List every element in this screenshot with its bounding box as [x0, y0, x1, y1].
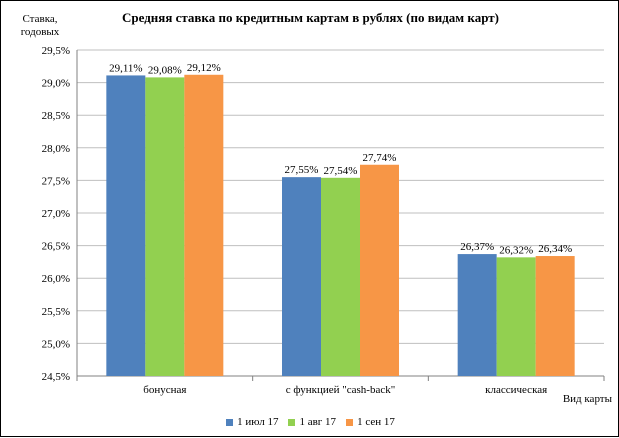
- data-label: 26,37%: [460, 241, 494, 253]
- x-axis-label: Вид карты: [562, 393, 612, 405]
- legend-swatch: [346, 418, 354, 426]
- data-label: 26,32%: [499, 244, 533, 256]
- y-tick-label: 27,0%: [42, 208, 70, 220]
- x-tick-label: классическая: [485, 384, 547, 396]
- chart-title: Средняя ставка по кредитным картам в руб…: [122, 10, 499, 25]
- legend-label: 1 июл 17: [237, 416, 279, 428]
- y-tick-label: 26,0%: [42, 273, 70, 285]
- y-tick-label: 28,0%: [42, 143, 70, 155]
- bar: [321, 177, 360, 376]
- bar: [184, 74, 224, 376]
- bar: [496, 257, 536, 376]
- bar: [457, 254, 497, 376]
- legend-item: 1 авг 17: [288, 416, 336, 428]
- x-tick-label: бонусная: [143, 384, 186, 396]
- bar: [145, 77, 185, 376]
- legend: 1 июл 17 1 авг 17 1 сен 17: [1, 416, 619, 428]
- bar: [282, 177, 321, 376]
- bar: [360, 164, 399, 376]
- bar: [106, 75, 146, 376]
- legend-swatch: [288, 418, 296, 426]
- y-tick-label: 25,5%: [42, 306, 70, 318]
- y-tick-label: 24,5%: [42, 371, 70, 383]
- legend-label: 1 авг 17: [299, 416, 337, 428]
- legend-item: 1 сен 17: [346, 416, 395, 428]
- y-tick-label: 29,5%: [42, 45, 70, 57]
- y-axis-label: Ставка, годовых: [20, 13, 60, 38]
- data-label: 27,54%: [324, 165, 358, 177]
- legend-item: 1 июл 17: [226, 416, 278, 428]
- bar: [535, 256, 575, 376]
- data-label: 29,11%: [109, 62, 143, 74]
- data-label: 27,74%: [363, 152, 397, 164]
- x-tick-label: с функцией "cash-back": [286, 384, 395, 396]
- data-label: 29,08%: [148, 64, 182, 76]
- legend-swatch: [226, 418, 234, 426]
- legend-label: 1 сен 17: [357, 416, 395, 428]
- y-tick-label: 26,5%: [42, 241, 70, 253]
- y-tick-label: 29,0%: [42, 78, 70, 90]
- data-label: 29,12%: [187, 62, 221, 74]
- y-tick-label: 25,0%: [42, 338, 70, 350]
- data-label: 27,55%: [285, 164, 319, 176]
- y-tick-label: 28,5%: [42, 110, 70, 122]
- data-label: 26,34%: [538, 243, 572, 255]
- y-tick-label: 27,5%: [42, 175, 70, 187]
